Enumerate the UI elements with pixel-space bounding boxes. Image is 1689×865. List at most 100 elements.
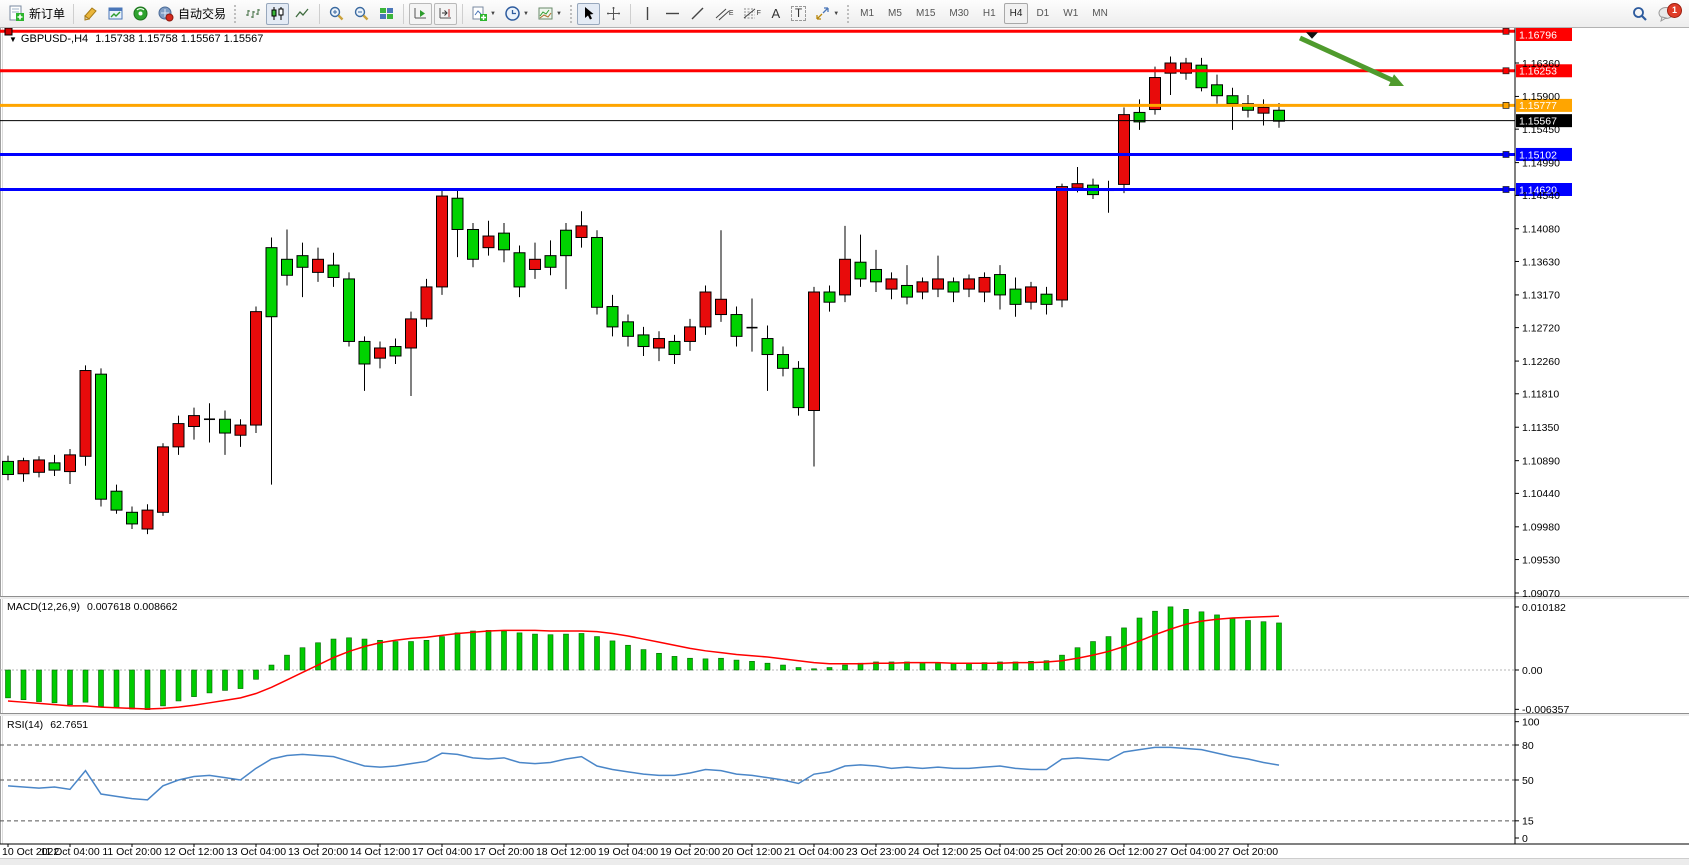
svg-text:1.12260: 1.12260: [1522, 356, 1560, 368]
timeframe-button-m15[interactable]: M15: [915, 8, 936, 19]
auto-scroll-button[interactable]: [409, 2, 433, 25]
candle: [792, 361, 805, 416]
text-tool-button[interactable]: A: [766, 3, 786, 25]
trendline-tool-button[interactable]: [686, 3, 709, 25]
fibonacci-tool-button[interactable]: F: [739, 3, 764, 25]
tile-windows-button[interactable]: [375, 3, 398, 25]
candle: [529, 242, 541, 279]
candle: [126, 506, 138, 530]
line-selection-marker[interactable]: [4, 28, 13, 36]
candle: [219, 410, 231, 455]
text-label-tool-button[interactable]: T: [788, 3, 809, 25]
macd-histogram-bar: [687, 657, 693, 671]
triangle-marker[interactable]: [1306, 32, 1318, 39]
periods-button[interactable]: ▼: [501, 3, 532, 25]
svg-text:26 Oct 12:00: 26 Oct 12:00: [1094, 846, 1154, 858]
timeframe-button-h4[interactable]: H4: [1003, 3, 1029, 24]
svg-text:11 Oct 04:00: 11 Oct 04:00: [40, 846, 100, 858]
svg-text:0: 0: [1522, 833, 1528, 845]
horizontal-line-1.16253[interactable]: [0, 67, 1515, 75]
candle: [808, 286, 820, 467]
vertical-line-tool-button[interactable]: [636, 3, 659, 25]
horizontal-line-1.15102[interactable]: [0, 151, 1515, 158]
macd-histogram-bar: [532, 633, 538, 671]
macd-histogram-bar: [640, 649, 647, 671]
chart-title-dropdown-icon[interactable]: ▼: [9, 35, 17, 44]
line-end-marker[interactable]: [1502, 186, 1510, 193]
svg-text:-0.006357: -0.006357: [1522, 704, 1569, 716]
candle: [932, 255, 944, 298]
line-chart-button[interactable]: [291, 3, 314, 25]
chart-shift-button[interactable]: [434, 2, 458, 25]
horizontal-line-1.15777[interactable]: [0, 102, 1515, 109]
candle: [1195, 57, 1208, 92]
toolbar-grip: [233, 3, 238, 24]
trend-arrow-annotation[interactable]: [1298, 35, 1404, 86]
svg-text:1.14080: 1.14080: [1522, 224, 1560, 236]
autotrading-button[interactable]: 自动交易: [154, 3, 229, 25]
new-order-button[interactable]: 新订单: [5, 3, 68, 25]
line-end-marker[interactable]: [1502, 67, 1510, 75]
chart-title[interactable]: ▼ GBPUSD-,H4 1.15738 1.15758 1.15567 1.155…: [9, 33, 263, 45]
toolbar-separator: [73, 3, 75, 24]
horizontal-line-1.14620[interactable]: [0, 186, 1515, 193]
timeframe-button-m1[interactable]: M1: [860, 8, 875, 19]
metaeditor-button[interactable]: [79, 3, 102, 25]
candle: [885, 272, 898, 300]
templates-button[interactable]: ▼: [534, 3, 565, 25]
channel-tool-button[interactable]: E: [711, 3, 737, 25]
horizontal-line-tool-button[interactable]: [661, 3, 684, 25]
svg-text:15: 15: [1522, 816, 1534, 828]
charts-window-button[interactable]: [104, 3, 127, 25]
timeframe-button-d1[interactable]: D1: [1036, 8, 1050, 19]
signals-button[interactable]: [129, 3, 152, 25]
horizontal-line-1.16796[interactable]: [0, 28, 1515, 39]
chart-canvas[interactable]: 1.16796 1.16253 1.15777 1.15567 1.15102 1.146…: [0, 28, 1689, 858]
text-tool-glyph: A: [771, 6, 781, 21]
candle: [265, 237, 278, 485]
toolbar-grip: [568, 3, 573, 24]
candle: [606, 294, 619, 337]
candle: [358, 336, 371, 391]
rsi-pane: [0, 744, 1515, 822]
line-end-marker[interactable]: [1502, 28, 1510, 35]
notifications-button[interactable]: 1: [1654, 2, 1682, 25]
chart-window-icon: [108, 7, 123, 20]
svg-text:1.14620: 1.14620: [1519, 184, 1557, 196]
bar-chart-button[interactable]: [241, 3, 264, 25]
timeframe-button-m5[interactable]: M5: [888, 8, 902, 19]
dropdown-caret: ▼: [555, 10, 562, 17]
timeframe-button-h1[interactable]: H1: [982, 8, 996, 19]
zoom-out-button[interactable]: [350, 3, 373, 25]
price-axis[interactable]: 1.16360 1.15900 1.15450 1.14990 1.14540 1.140…: [1514, 28, 1569, 845]
candle: [172, 415, 185, 455]
line-end-marker[interactable]: [1502, 151, 1510, 158]
add-indicator-button[interactable]: ▼: [468, 3, 499, 25]
search-button[interactable]: [1628, 3, 1652, 25]
candle: [839, 225, 851, 303]
candle: [513, 245, 526, 298]
pane-separator-rsi[interactable]: [0, 713, 1689, 716]
timeframe-button-mn[interactable]: MN: [1092, 8, 1108, 19]
cursor-tool-button[interactable]: [576, 2, 600, 25]
candle: [653, 331, 665, 362]
pane-separator-macd[interactable]: [0, 596, 1689, 599]
candle: [1040, 286, 1053, 315]
macd-histogram-bar: [206, 669, 213, 694]
macd-histogram-bar: [1105, 636, 1112, 671]
arrows-tool-button[interactable]: ▼: [811, 3, 842, 25]
candle: [1180, 57, 1192, 80]
macd-histogram-bar: [842, 664, 848, 671]
crosshair-tool-button[interactable]: [602, 3, 625, 25]
line-end-marker[interactable]: [1502, 102, 1510, 109]
toolbar-grip: [846, 3, 851, 24]
timeframe-button-w1[interactable]: W1: [1063, 8, 1079, 19]
candle: [95, 368, 107, 507]
candle: [1273, 102, 1285, 128]
timeframe-button-m30[interactable]: M30: [949, 8, 969, 19]
candle: [389, 338, 402, 364]
zoom-in-button[interactable]: [325, 3, 348, 25]
cursor-icon: [584, 7, 594, 20]
candlestick-chart-button[interactable]: [266, 2, 290, 25]
